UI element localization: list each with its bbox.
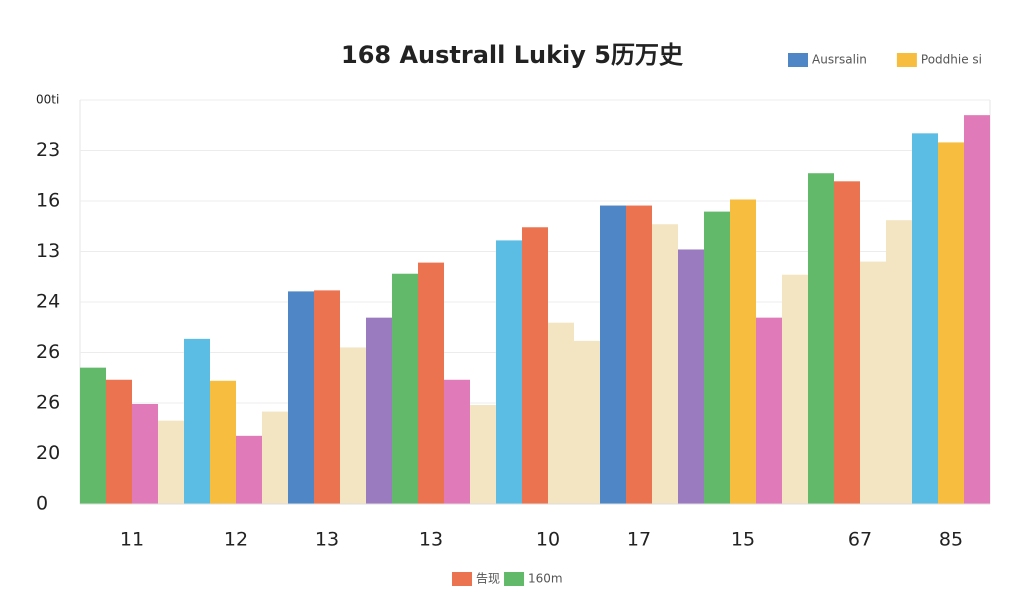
x-tick-label: 13 <box>419 529 443 551</box>
bar <box>184 338 210 504</box>
bar <box>756 317 782 504</box>
bar <box>340 347 366 504</box>
x-tick-label: 85 <box>939 529 963 551</box>
bar <box>912 133 938 504</box>
bar <box>444 379 470 504</box>
x-tick-label: 67 <box>848 529 872 551</box>
bar <box>236 435 262 504</box>
bar <box>808 173 834 504</box>
bar <box>652 224 678 505</box>
bar <box>288 291 314 504</box>
x-tick-label: 17 <box>627 529 651 551</box>
bar <box>938 142 964 505</box>
y-tick-label: 26 <box>36 392 60 414</box>
bar <box>574 340 600 504</box>
legend-swatch <box>788 53 808 67</box>
bar <box>548 322 574 504</box>
legend-label: 告现 <box>476 572 500 586</box>
y-tick-label: 13 <box>36 240 60 262</box>
bar <box>834 181 860 504</box>
y-tick-label: 16 <box>36 190 60 212</box>
bar <box>678 249 704 504</box>
bar <box>886 220 912 504</box>
bar <box>964 115 990 505</box>
y-tick-label: 0 <box>36 493 48 515</box>
bar <box>106 379 132 504</box>
bar <box>314 290 340 504</box>
y-tick-label: 20 <box>36 442 60 464</box>
x-tick-label: 12 <box>224 529 248 551</box>
bar <box>626 205 652 505</box>
chart-title: 168 Australl Lukiy 5历万史 <box>341 41 684 69</box>
bar <box>418 262 444 504</box>
bar <box>860 261 886 504</box>
y-tick-label: 24 <box>36 291 60 313</box>
bar <box>392 273 418 504</box>
x-tick-label: 15 <box>731 529 755 551</box>
bar <box>522 227 548 504</box>
y-tick-label: 00ti <box>36 93 59 107</box>
bar <box>600 205 626 505</box>
bar <box>470 405 496 504</box>
legend-label: Poddhie si <box>921 53 982 67</box>
bar <box>132 404 158 504</box>
bar <box>366 317 392 504</box>
bar <box>704 211 730 505</box>
legend-label: Ausrsalin <box>812 53 867 67</box>
legend-swatch <box>452 572 472 586</box>
legend-label: 160m <box>528 572 563 586</box>
bar <box>730 199 756 505</box>
y-tick-label: 26 <box>36 341 60 363</box>
y-tick-label: 23 <box>36 139 60 161</box>
bar <box>80 367 106 504</box>
bar <box>262 411 288 504</box>
x-tick-label: 13 <box>315 529 339 551</box>
x-tick-label: 10 <box>536 529 560 551</box>
legend-swatch <box>896 53 917 67</box>
x-tick-label: 11 <box>120 529 144 551</box>
bar <box>496 240 522 504</box>
bar <box>158 420 184 504</box>
bar <box>210 380 236 504</box>
bar <box>782 274 808 504</box>
legend-swatch <box>504 572 525 586</box>
